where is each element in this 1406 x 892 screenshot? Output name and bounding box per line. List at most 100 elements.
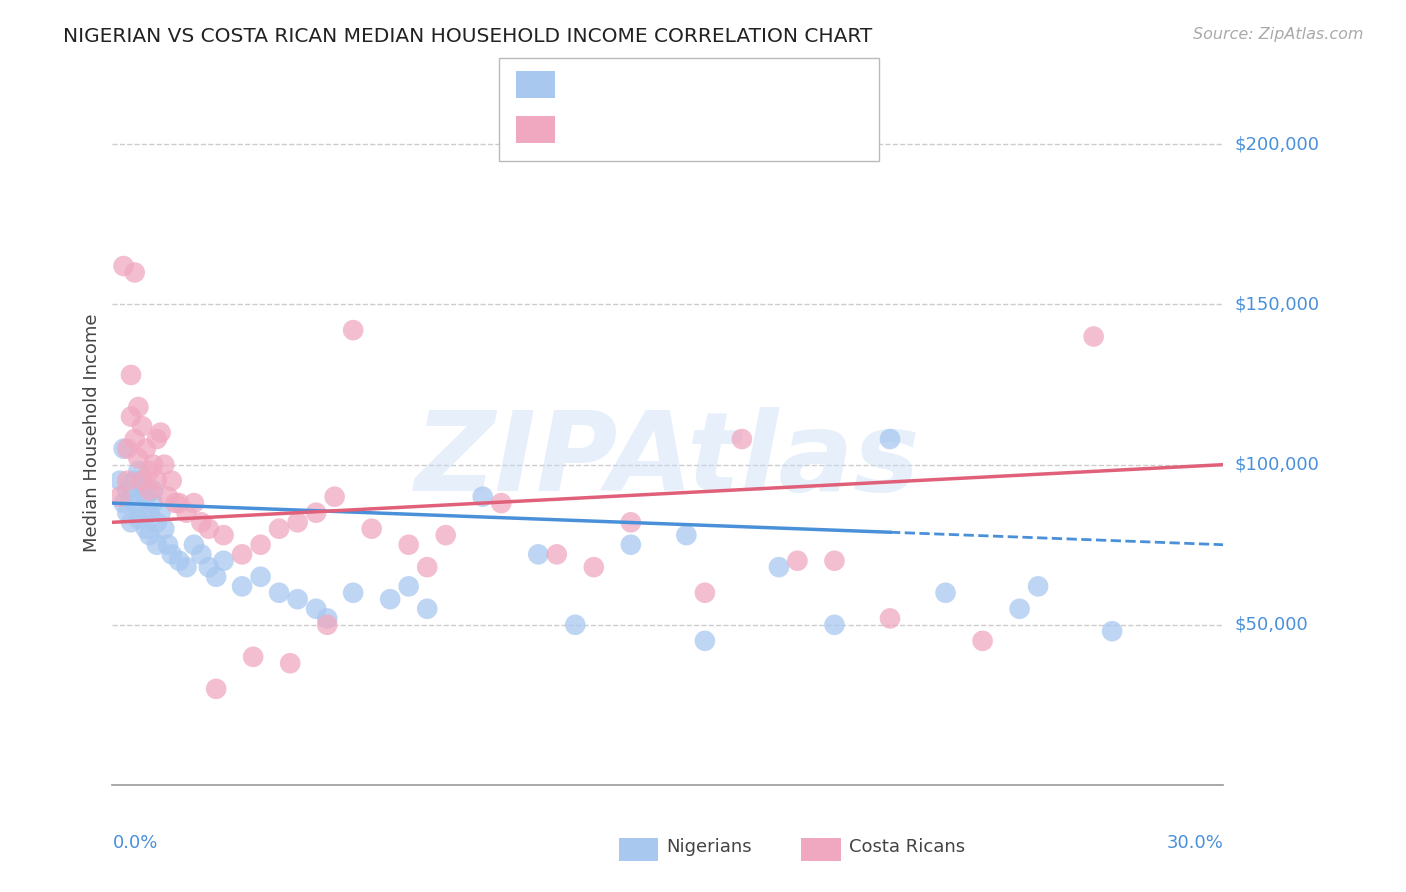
- Point: [127, 400, 149, 414]
- Point: [360, 522, 382, 536]
- Point: [131, 502, 153, 516]
- Point: [138, 483, 160, 498]
- Point: [380, 592, 402, 607]
- Point: [316, 611, 339, 625]
- Point: [1026, 579, 1049, 593]
- Point: [120, 368, 142, 382]
- Point: [165, 496, 187, 510]
- Point: [786, 554, 808, 568]
- Point: [138, 528, 160, 542]
- Text: $50,000: $50,000: [1234, 615, 1308, 634]
- Point: [160, 474, 183, 488]
- Point: [117, 506, 139, 520]
- Point: [108, 474, 131, 488]
- Point: [620, 516, 643, 530]
- Point: [131, 480, 153, 494]
- Text: ZIPAtlas: ZIPAtlas: [415, 408, 921, 515]
- Point: [278, 657, 301, 671]
- Point: [416, 601, 439, 615]
- Point: [305, 506, 328, 520]
- Point: [416, 560, 439, 574]
- Point: [124, 265, 146, 279]
- Point: [117, 483, 139, 498]
- Text: $100,000: $100,000: [1234, 456, 1319, 474]
- Point: [287, 592, 309, 607]
- Point: [398, 579, 420, 593]
- Point: [138, 464, 160, 478]
- Point: [231, 579, 253, 593]
- Point: [398, 538, 420, 552]
- Point: [124, 496, 146, 510]
- Text: NIGERIAN VS COSTA RICAN MEDIAN HOUSEHOLD INCOME CORRELATION CHART: NIGERIAN VS COSTA RICAN MEDIAN HOUSEHOLD…: [63, 27, 873, 45]
- Y-axis label: Median Household Income: Median Household Income: [83, 313, 101, 552]
- Point: [131, 474, 153, 488]
- Point: [131, 419, 153, 434]
- Point: [434, 528, 457, 542]
- Text: -0.095: -0.095: [605, 76, 669, 94]
- Point: [267, 586, 291, 600]
- Point: [731, 432, 754, 446]
- Point: [205, 681, 228, 696]
- Text: $200,000: $200,000: [1234, 136, 1319, 153]
- Point: [197, 560, 219, 574]
- Point: [491, 496, 513, 510]
- Text: N = 55: N = 55: [689, 76, 752, 94]
- Point: [205, 570, 228, 584]
- Point: [564, 617, 586, 632]
- Point: [146, 538, 169, 552]
- Text: 0.0%: 0.0%: [112, 834, 157, 852]
- Point: [176, 560, 198, 574]
- Point: [879, 432, 901, 446]
- Point: [342, 586, 364, 600]
- Text: $150,000: $150,000: [1234, 295, 1319, 313]
- Point: [160, 547, 183, 561]
- Text: 0.088: 0.088: [605, 120, 662, 138]
- Point: [142, 458, 165, 472]
- Point: [142, 483, 165, 498]
- Point: [935, 586, 957, 600]
- Point: [212, 528, 235, 542]
- Point: [146, 516, 169, 530]
- Point: [142, 496, 165, 510]
- Point: [176, 506, 198, 520]
- Point: [1101, 624, 1123, 639]
- Point: [316, 617, 339, 632]
- Point: [138, 506, 160, 520]
- Point: [768, 560, 790, 574]
- Point: [231, 547, 253, 561]
- Point: [249, 570, 271, 584]
- Point: [127, 464, 149, 478]
- Point: [127, 451, 149, 466]
- Point: [117, 442, 139, 456]
- Point: [212, 554, 235, 568]
- Point: [153, 458, 176, 472]
- Point: [183, 496, 205, 510]
- Point: [153, 522, 176, 536]
- Text: Costa Ricans: Costa Ricans: [849, 838, 966, 856]
- Point: [157, 490, 180, 504]
- Point: [124, 474, 146, 488]
- Point: [112, 496, 135, 510]
- Text: R =: R =: [567, 120, 612, 138]
- Point: [167, 496, 190, 510]
- Point: [117, 474, 139, 488]
- Point: [471, 490, 494, 504]
- Point: [693, 633, 716, 648]
- Point: [157, 538, 180, 552]
- Point: [527, 547, 550, 561]
- Point: [135, 490, 157, 504]
- Text: Nigerians: Nigerians: [666, 838, 752, 856]
- Point: [824, 554, 846, 568]
- Point: [675, 528, 697, 542]
- Point: [1083, 329, 1105, 343]
- Point: [127, 512, 149, 526]
- Point: [287, 516, 309, 530]
- Point: [120, 516, 142, 530]
- Point: [183, 538, 205, 552]
- Point: [620, 538, 643, 552]
- Text: 30.0%: 30.0%: [1167, 834, 1223, 852]
- Point: [135, 442, 157, 456]
- Point: [167, 554, 190, 568]
- Point: [249, 538, 271, 552]
- Point: [146, 474, 169, 488]
